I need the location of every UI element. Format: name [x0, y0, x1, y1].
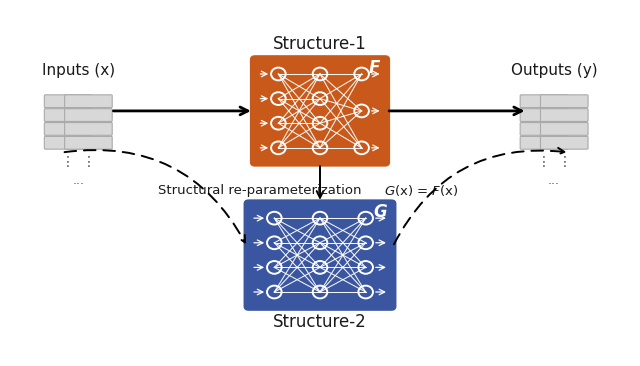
Text: ⋮: ⋮	[557, 155, 571, 169]
FancyBboxPatch shape	[65, 123, 112, 135]
Text: Structure-2: Structure-2	[273, 313, 367, 331]
Text: ...: ...	[548, 174, 560, 187]
FancyArrowPatch shape	[394, 148, 564, 244]
Text: ⋮: ⋮	[81, 155, 95, 169]
FancyBboxPatch shape	[540, 123, 588, 135]
Text: F: F	[369, 59, 380, 77]
FancyBboxPatch shape	[540, 109, 588, 122]
Text: G: G	[374, 203, 387, 221]
FancyArrowPatch shape	[65, 150, 245, 242]
Text: ⋮: ⋮	[61, 155, 75, 169]
FancyBboxPatch shape	[44, 95, 92, 108]
Text: ...: ...	[72, 174, 84, 187]
FancyBboxPatch shape	[244, 199, 396, 311]
FancyBboxPatch shape	[520, 95, 568, 108]
FancyBboxPatch shape	[540, 95, 588, 108]
FancyBboxPatch shape	[44, 109, 92, 122]
Text: Structural re-parameterization: Structural re-parameterization	[158, 184, 362, 197]
FancyBboxPatch shape	[44, 123, 92, 135]
FancyBboxPatch shape	[65, 109, 112, 122]
FancyBboxPatch shape	[520, 109, 568, 122]
FancyBboxPatch shape	[44, 137, 92, 149]
FancyBboxPatch shape	[520, 137, 568, 149]
Text: Structure-1: Structure-1	[273, 35, 367, 53]
FancyBboxPatch shape	[250, 55, 390, 167]
Text: $G$(x) = $F$(x): $G$(x) = $F$(x)	[384, 183, 459, 198]
FancyBboxPatch shape	[520, 123, 568, 135]
FancyBboxPatch shape	[540, 137, 588, 149]
FancyBboxPatch shape	[65, 95, 112, 108]
Text: ⋮: ⋮	[537, 155, 551, 169]
Text: Outputs (y): Outputs (y)	[511, 63, 597, 78]
Text: Inputs (x): Inputs (x)	[42, 63, 115, 78]
FancyBboxPatch shape	[65, 137, 112, 149]
